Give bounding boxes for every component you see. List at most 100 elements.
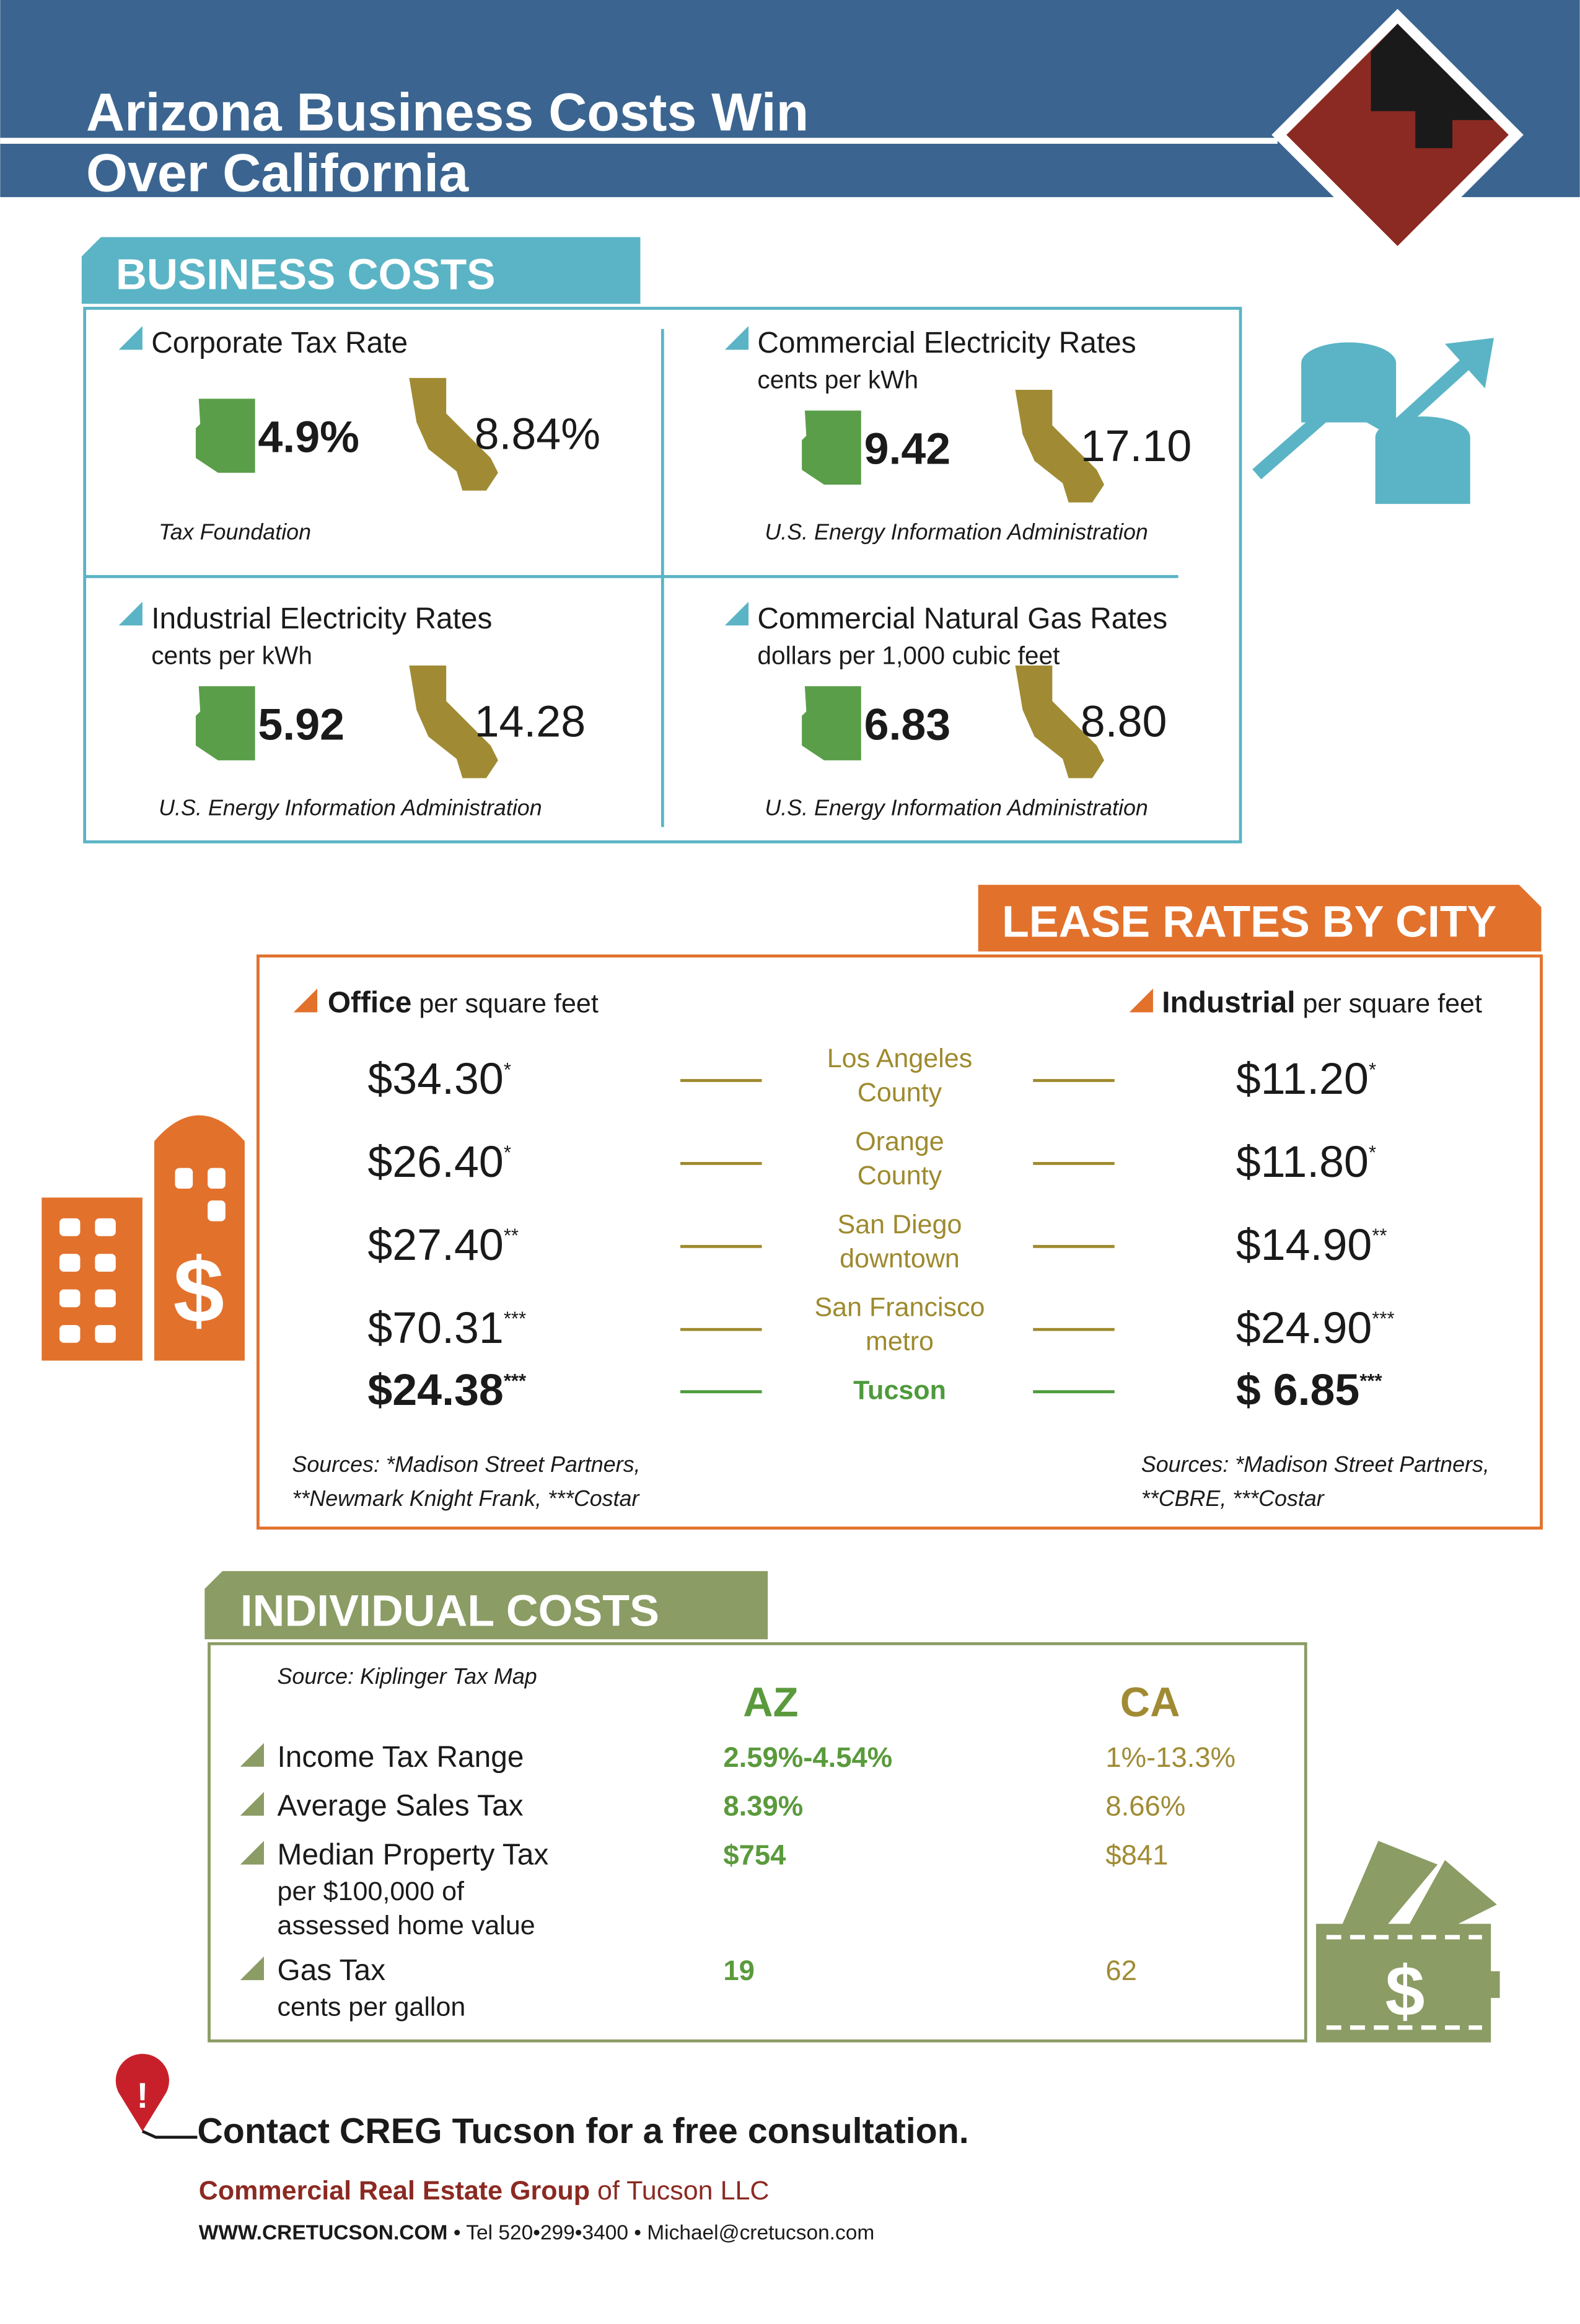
column-label: Industrial <box>1162 986 1295 1019</box>
office-rate: $27.40 <box>367 1220 503 1270</box>
bullet <box>118 601 143 626</box>
rate-note: * <box>504 1142 511 1163</box>
cost-label: Median Property Tax <box>278 1839 549 1872</box>
office-rate: $70.31 <box>367 1303 503 1353</box>
az-value: 6.83 <box>864 700 951 749</box>
office-rate: $24.38 <box>367 1365 503 1415</box>
ca-value: 17.10 <box>1081 421 1192 471</box>
rate-note: * <box>1369 1142 1376 1163</box>
az-value: 4.9% <box>258 412 359 462</box>
city-name: downtown <box>840 1244 960 1274</box>
call-to-action: Contact CREG Tucson for a free consultat… <box>197 2111 968 2151</box>
city-name: San Diego <box>838 1210 962 1239</box>
source: U.S. Energy Information Administration <box>159 795 542 820</box>
item-title: Corporate Tax Rate <box>151 327 408 359</box>
page-title: Over California <box>86 144 469 203</box>
contact-info: • Tel 520•299•3400 • Michael@cretucson.c… <box>454 2222 874 2245</box>
company-name: Commercial Real Estate Group <box>199 2176 590 2206</box>
california-shape <box>409 377 498 491</box>
column-header: Industrial per square feet <box>1162 986 1482 1019</box>
ca-value: 8.80 <box>1081 697 1167 747</box>
california-shape <box>1015 665 1105 778</box>
city-name: Los Angeles <box>827 1044 972 1073</box>
industrial-rate: $11.80 <box>1236 1137 1369 1187</box>
cost-label: Gas Tax <box>278 1954 386 1987</box>
item-title: Commercial Electricity Rates <box>757 327 1136 359</box>
alert-pin: ! <box>115 2054 198 2139</box>
cost-note: cents per gallon <box>278 1992 466 2022</box>
rate-note: * <box>1369 1059 1376 1080</box>
item-subtitle: cents per kWh <box>757 366 918 394</box>
item-title: Commercial Natural Gas Rates <box>757 602 1167 635</box>
city-name: Tucson <box>853 1376 946 1406</box>
column-unit: per square feet <box>1302 988 1481 1018</box>
az-value: 19 <box>723 1955 755 1986</box>
industrial-rate-line: $11.20* <box>1236 1054 1376 1104</box>
bullet <box>1129 988 1153 1013</box>
source: U.S. Energy Information Administration <box>765 795 1148 820</box>
column-head: CA <box>1120 1679 1180 1725</box>
industrial-rate-line: $ 6.85*** <box>1236 1365 1383 1415</box>
office-rate: $26.40 <box>367 1137 503 1187</box>
ca-value: 8.66% <box>1105 1790 1185 1822</box>
industrial-rate: $ 6.85 <box>1236 1365 1359 1415</box>
office-rate-line: $27.40** <box>367 1220 519 1270</box>
rate-note: *** <box>504 1370 527 1392</box>
ca-value: 8.84% <box>475 410 600 459</box>
city-name: metro <box>866 1327 934 1357</box>
section-box <box>257 954 1543 1530</box>
industrial-rate: $14.90 <box>1236 1220 1372 1270</box>
rate-note: *** <box>1359 1370 1382 1392</box>
city-name: San Francisco <box>814 1293 985 1323</box>
office-rate-line: $34.30* <box>367 1054 511 1104</box>
source: Sources: *Madison Street Partners, <box>292 1452 640 1477</box>
svg-text:$: $ <box>1385 1952 1425 2031</box>
svg-text:!: ! <box>136 2076 148 2116</box>
city-name: Orange <box>855 1127 944 1156</box>
arizona-shape <box>195 398 255 473</box>
source: **Newmark Knight Frank, ***Costar <box>292 1486 640 1511</box>
bullet <box>240 1841 264 1865</box>
ca-value: 62 <box>1105 1955 1137 1986</box>
column-header: Office per square feet <box>328 986 599 1019</box>
rate-note: *** <box>1372 1308 1394 1329</box>
section-heading: LEASE RATES BY CITY <box>1002 897 1496 946</box>
header-rule <box>0 138 1278 144</box>
bullet <box>724 601 749 626</box>
rate-note: ** <box>504 1225 519 1246</box>
bullet <box>118 326 143 350</box>
section-box <box>208 1642 1307 2043</box>
section-heading: BUSINESS COSTS <box>116 250 496 298</box>
ca-value: $841 <box>1105 1839 1168 1871</box>
california-shape <box>409 665 498 778</box>
rate-note: ** <box>1372 1225 1387 1246</box>
cost-note: per $100,000 of <box>278 1877 465 1906</box>
section-tab <box>81 237 641 304</box>
az-value: $754 <box>723 1839 786 1871</box>
item-title: Industrial Electricity Rates <box>151 602 492 635</box>
california-shape <box>1015 389 1105 503</box>
industrial-rate-line: $14.90** <box>1236 1220 1387 1270</box>
az-value: 8.39% <box>723 1790 803 1822</box>
svg-text:$: $ <box>173 1239 224 1342</box>
column-label: Office <box>328 986 412 1019</box>
ca-value: 14.28 <box>475 697 586 747</box>
rate-note: *** <box>504 1308 526 1329</box>
item-subtitle: cents per kWh <box>151 641 312 669</box>
arizona-shape <box>802 410 861 485</box>
bullet <box>724 326 749 350</box>
industrial-rate-line: $24.90*** <box>1236 1303 1395 1353</box>
az-value: 9.42 <box>864 425 951 474</box>
industrial-rate: $24.90 <box>1236 1303 1372 1353</box>
column-head: AZ <box>743 1679 798 1725</box>
bullet <box>240 1792 264 1816</box>
cost-label: Average Sales Tax <box>278 1790 524 1823</box>
arizona-shape <box>802 686 861 760</box>
column-unit: per square feet <box>419 988 598 1018</box>
office-rate-line: $70.31*** <box>367 1303 526 1353</box>
cost-label: Income Tax Range <box>278 1741 524 1774</box>
page-title: Arizona Business Costs Win <box>86 82 809 142</box>
bullet <box>240 1743 264 1767</box>
